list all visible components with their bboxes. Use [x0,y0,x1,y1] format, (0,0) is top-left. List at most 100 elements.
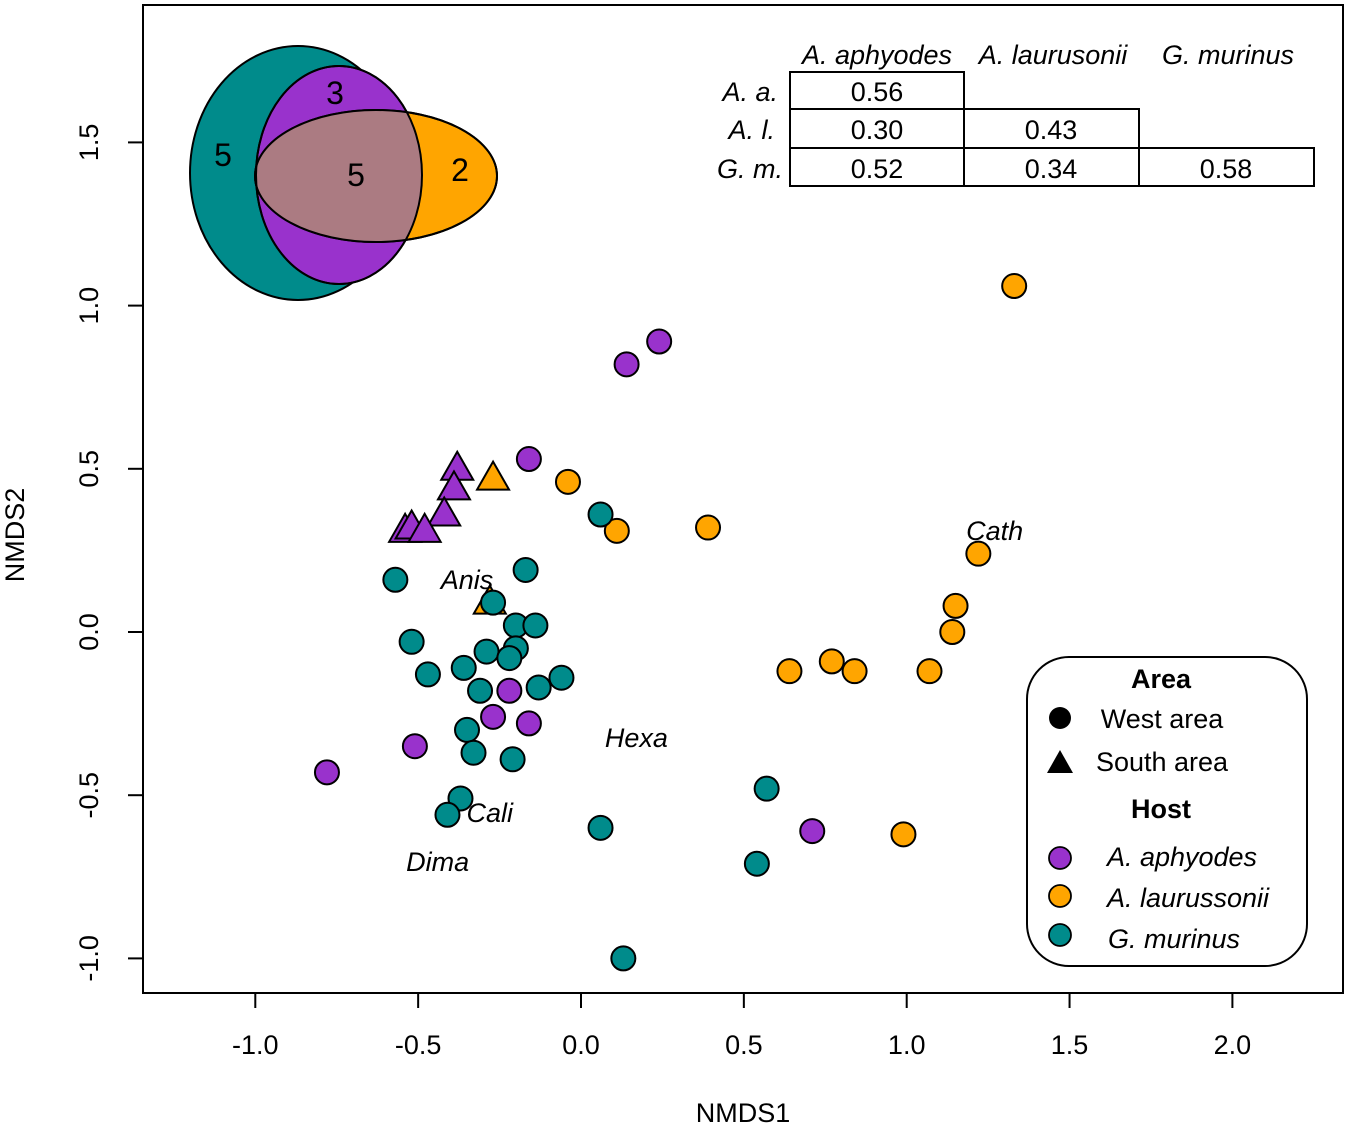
legend: Area West area South area Host A. aphyod… [1026,656,1308,967]
x-tick-label: -1.0 [232,1030,279,1060]
annotation-label: Hexa [605,723,668,753]
legend-swatch-a-aphyodes [1048,846,1072,870]
data-point [398,628,425,655]
x-tick-label: -0.5 [395,1030,442,1060]
legend-circle-marker [1049,707,1071,729]
y-tick-label: 0.5 [74,450,104,488]
data-point [965,540,992,567]
y-axis-label: NMDS2 [0,488,30,583]
data-point [480,703,507,730]
venn-diagram: 5 3 5 2 [189,45,498,301]
venn-count-shared: 5 [347,157,365,193]
table-col-header: G. murinus [1162,40,1294,70]
data-point [916,658,943,685]
x-tick-label: 0.5 [725,1030,763,1060]
data-point [587,814,614,841]
legend-area-title: Area [1131,664,1192,694]
data-point [776,658,803,685]
data-point [525,674,552,701]
table-value: 0.30 [851,115,904,145]
x-tick-label: 1.0 [888,1030,926,1060]
data-point [613,351,640,378]
x-tick-label: 2.0 [1214,1030,1252,1060]
data-point [610,945,637,972]
table-col-header: A. aphyodes [800,40,952,70]
data-point [434,801,461,828]
data-point [496,677,523,704]
data-point-triangle [426,495,462,527]
data-point [450,654,477,681]
x-axis-label: NMDS1 [696,1098,791,1128]
data-point [646,328,673,355]
data-point [414,661,441,688]
data-point [313,759,340,786]
data-point [942,592,969,619]
data-point [1001,273,1028,300]
table-col-header: A. laurusonii [977,40,1129,70]
venn-count-g-murinus: 5 [214,137,232,173]
annotation-label: Cali [467,798,515,828]
table-value: 0.52 [851,154,904,184]
data-point [548,664,575,691]
data-point [499,746,526,773]
data-point [512,556,539,583]
data-point [515,446,542,473]
data-point [753,775,780,802]
legend-box [1026,656,1308,967]
table-row-label: G. m. [717,154,783,184]
data-point [515,710,542,737]
venn-count-a-laurussonii: 2 [451,152,469,188]
data-point [460,739,487,766]
y-tick-label: -1.0 [74,935,104,982]
venn-overlap [256,110,422,242]
annotation-label: Dima [406,847,469,877]
legend-item: A. laurussonii [1105,883,1270,913]
data-point [480,589,507,616]
legend-item: South area [1096,747,1229,777]
data-point [467,677,494,704]
x-tick-label: 1.5 [1051,1030,1089,1060]
similarity-table: A. aphyodes A. laurusonii G. murinus A. … [717,40,1315,187]
data-point [890,821,917,848]
y-tick-label: -0.5 [74,772,104,819]
legend-triangle-marker [1047,750,1073,773]
legend-item: G. murinus [1108,924,1240,954]
y-tick-label: 1.5 [74,124,104,162]
data-point-triangle [436,469,472,501]
table-value: 0.43 [1025,115,1078,145]
data-point [695,514,722,541]
annotation-label: Cath [966,516,1023,546]
venn-count-a-aphyodes: 3 [326,75,344,111]
legend-swatch-g-murinus [1048,923,1072,947]
table-value: 0.58 [1200,154,1253,184]
data-point [603,517,630,544]
legend-host-title: Host [1131,794,1191,824]
data-point [818,648,845,675]
data-point [401,733,428,760]
table-cell [1138,147,1315,187]
data-point [382,566,409,593]
data-point [554,468,581,495]
legend-item: A. aphyodes [1105,842,1257,872]
y-tick-label: 1.0 [74,287,104,325]
data-point [939,619,966,645]
table-value: 0.34 [1025,154,1078,184]
data-point [496,645,523,672]
table-value: 0.56 [851,77,904,107]
annotation-label: Anis [439,565,494,595]
table-row-label: A. a. [720,77,778,107]
legend-swatch-a-laurussonii [1048,884,1072,908]
data-point [522,612,549,639]
data-point [799,818,826,845]
data-point-triangle [406,511,443,543]
x-tick-label: 0.0 [562,1030,600,1060]
data-point [841,658,868,685]
table-row-label: A. l. [726,115,775,145]
data-point [473,638,500,665]
data-point [743,850,770,877]
legend-item: West area [1101,704,1225,734]
data-point [587,501,614,528]
data-point-triangle [475,459,511,491]
y-tick-label: 0.0 [74,613,104,651]
